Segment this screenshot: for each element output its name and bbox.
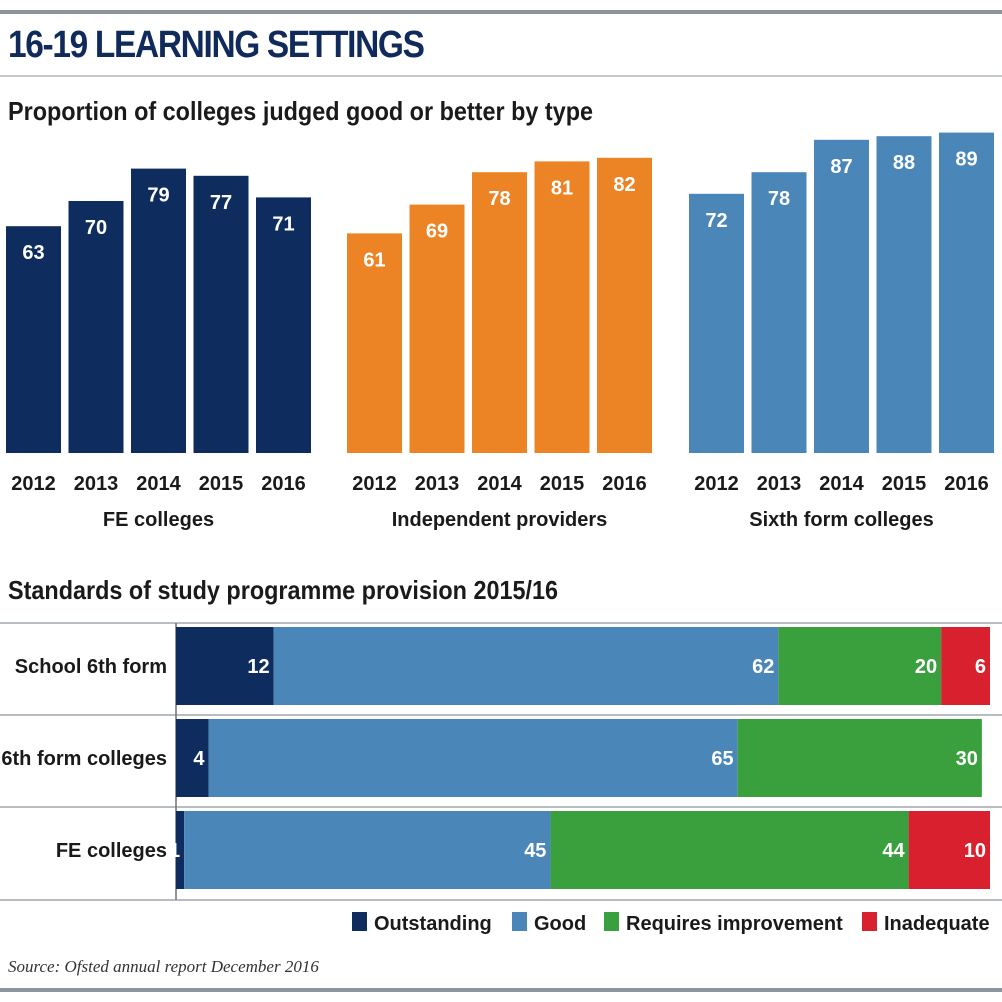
segment-inadequate bbox=[908, 811, 990, 889]
segment-value-label: 20 bbox=[915, 656, 937, 678]
bar-value-label: 89 bbox=[955, 149, 977, 171]
legend-label: Good bbox=[534, 913, 586, 935]
bar bbox=[409, 204, 465, 453]
bar-value-label: 81 bbox=[551, 177, 573, 199]
segment-value-label: 45 bbox=[524, 840, 546, 862]
legend-swatch bbox=[604, 912, 619, 931]
row-label: School 6th form bbox=[15, 656, 167, 678]
x-tick-label: 2012 bbox=[352, 473, 397, 495]
segment-requires-improvement bbox=[778, 627, 942, 705]
segment-requires-improvement bbox=[737, 719, 982, 797]
segment-outstanding bbox=[176, 811, 185, 889]
column-charts: 63 2012 70 2013 79 2014 77 2015 71 2016 FE college… bbox=[6, 132, 994, 531]
bar-value-label: 79 bbox=[147, 185, 169, 207]
bar bbox=[131, 168, 186, 453]
segment-value-label: 44 bbox=[882, 840, 905, 862]
bar-value-label: 77 bbox=[210, 192, 232, 214]
x-tick-label: 2014 bbox=[819, 473, 864, 495]
segment-requires-improvement bbox=[550, 811, 909, 889]
legend-swatch bbox=[352, 912, 367, 931]
x-tick-label: 2013 bbox=[74, 473, 119, 495]
segment-value-label: 30 bbox=[956, 748, 978, 770]
bar-value-label: 72 bbox=[705, 210, 727, 232]
bar-value-label: 70 bbox=[85, 217, 107, 239]
column-charts-title: Proportion of colleges judged good or be… bbox=[8, 96, 594, 126]
segment-good bbox=[273, 627, 779, 705]
segment-outstanding bbox=[176, 627, 274, 705]
segment-value-label: 62 bbox=[752, 656, 774, 678]
column-chart-3: 72 2012 78 2013 87 2014 88 2015 89 2016 Sixth form… bbox=[689, 132, 994, 531]
x-tick-label: 2014 bbox=[136, 473, 181, 495]
segment-value-label: 12 bbox=[247, 656, 269, 678]
bar-value-label: 78 bbox=[768, 188, 790, 210]
segment-value-label: 10 bbox=[964, 840, 986, 862]
bar-value-label: 87 bbox=[830, 156, 852, 178]
x-tick-label: 2015 bbox=[882, 473, 927, 495]
x-tick-label: 2016 bbox=[944, 473, 989, 495]
stacked-plot: School 6th form 12 62 20 6 6th form colleges 4… bbox=[0, 622, 1002, 901]
bar bbox=[751, 172, 807, 453]
x-tick-label: 2012 bbox=[694, 473, 739, 495]
segment-good bbox=[184, 811, 551, 889]
bar-value-label: 71 bbox=[272, 213, 294, 235]
bar bbox=[472, 172, 527, 453]
bar-value-label: 88 bbox=[893, 152, 915, 174]
bar-value-label: 78 bbox=[488, 188, 510, 210]
title-divider bbox=[0, 75, 1002, 77]
x-axis-label: FE colleges bbox=[103, 509, 214, 531]
segment-value-label: 65 bbox=[711, 748, 733, 770]
legend-label: Inadequate bbox=[884, 913, 990, 935]
bar bbox=[193, 175, 249, 454]
bar bbox=[68, 201, 124, 453]
bar bbox=[597, 157, 652, 454]
x-tick-label: 2013 bbox=[415, 473, 460, 495]
segment-inadequate bbox=[941, 627, 990, 705]
legend: Outstanding Good Requires improvement Inade… bbox=[352, 912, 990, 935]
segment-value-label: 4 bbox=[193, 748, 205, 770]
x-tick-label: 2015 bbox=[199, 473, 244, 495]
segment-outstanding bbox=[176, 719, 209, 797]
x-tick-label: 2013 bbox=[757, 473, 802, 495]
x-axis-label: Sixth form colleges bbox=[749, 509, 934, 531]
column-chart-1: 63 2012 70 2013 79 2014 77 2015 71 2016 FE college… bbox=[6, 168, 311, 531]
segment-good bbox=[208, 719, 738, 797]
x-tick-label: 2012 bbox=[11, 473, 56, 495]
page-title: 16-19 LEARNING SETTINGS bbox=[8, 24, 425, 66]
column-chart-2: 61 2012 69 2013 78 2014 81 2015 82 2016 Independen… bbox=[347, 157, 652, 531]
legend-swatch bbox=[862, 912, 877, 931]
x-tick-label: 2016 bbox=[602, 473, 647, 495]
bar bbox=[6, 226, 61, 453]
legend-swatch bbox=[512, 912, 527, 931]
bar bbox=[814, 139, 869, 454]
x-tick-label: 2016 bbox=[261, 473, 306, 495]
bar bbox=[689, 193, 744, 454]
segment-value-label: 1 bbox=[169, 840, 180, 862]
bar bbox=[876, 136, 932, 453]
bar-value-label: 61 bbox=[363, 249, 385, 271]
segment-value-label: 6 bbox=[975, 656, 986, 678]
x-axis-label: Independent providers bbox=[392, 509, 608, 531]
legend-label: Outstanding bbox=[374, 913, 492, 935]
row-label: 6th form colleges bbox=[1, 748, 167, 770]
stacked-chart-title: Standards of study programme provision 2… bbox=[8, 575, 559, 605]
legend-label: Requires improvement bbox=[626, 913, 843, 935]
bar-value-label: 82 bbox=[613, 174, 635, 196]
top-rule bbox=[0, 10, 1002, 14]
x-tick-label: 2015 bbox=[540, 473, 585, 495]
source-note: Source: Ofsted annual report December 20… bbox=[8, 957, 319, 976]
row-label: FE colleges bbox=[56, 840, 167, 862]
bottom-rule bbox=[0, 988, 1002, 992]
bar bbox=[939, 132, 994, 453]
bar-value-label: 69 bbox=[426, 221, 448, 243]
bar bbox=[534, 161, 590, 453]
bar bbox=[347, 233, 402, 453]
bar bbox=[256, 197, 311, 453]
bar-value-label: 63 bbox=[22, 242, 44, 264]
x-tick-label: 2014 bbox=[477, 473, 522, 495]
